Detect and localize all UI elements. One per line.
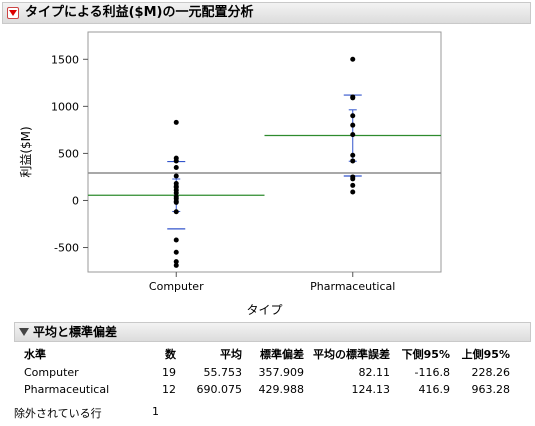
cell-upper: 228.26 bbox=[471, 366, 511, 379]
column-header: 数 bbox=[165, 348, 176, 361]
column-header: 上側95% bbox=[461, 348, 510, 361]
data-point bbox=[173, 262, 179, 268]
data-point bbox=[350, 152, 356, 158]
cell-level: Pharmaceutical bbox=[24, 383, 110, 396]
data-point bbox=[350, 189, 356, 195]
report-title: タイプによる利益($M)の一元配置分析 bbox=[25, 5, 254, 20]
data-point bbox=[350, 56, 356, 62]
x-axis-title: タイプ bbox=[246, 303, 282, 317]
excluded-rows-value: 1 bbox=[152, 405, 159, 418]
column-header: 平均 bbox=[220, 348, 242, 361]
data-point bbox=[350, 176, 356, 182]
y-tick-label: 1000 bbox=[51, 100, 79, 113]
means-std-table: 水準 数 平均 標準偏差 平均の標準誤差 下側95% 上側95% Compute… bbox=[24, 346, 510, 398]
table-row: Computer 19 55.753 357.909 82.11 -116.8 … bbox=[24, 364, 510, 381]
cell-mean: 690.075 bbox=[196, 383, 243, 396]
cell-sem: 82.11 bbox=[358, 366, 391, 379]
table-row: Pharmaceutical 12 690.075 429.988 124.13… bbox=[24, 381, 510, 398]
means-std-title: 平均と標準偏差 bbox=[33, 325, 118, 339]
data-point bbox=[173, 165, 179, 171]
cell-sem: 124.13 bbox=[351, 383, 391, 396]
data-point bbox=[350, 158, 356, 164]
column-header: 平均の標準誤差 bbox=[313, 348, 390, 361]
data-point bbox=[173, 158, 179, 164]
data-point bbox=[173, 209, 179, 215]
column-header: 標準偏差 bbox=[260, 348, 304, 361]
data-point bbox=[173, 259, 179, 265]
data-point bbox=[350, 95, 356, 101]
disclosure-triangle-icon[interactable] bbox=[19, 328, 29, 336]
data-point bbox=[173, 190, 179, 196]
y-tick-label: 1500 bbox=[51, 53, 79, 66]
cell-n: 12 bbox=[162, 383, 176, 396]
x-tick-label: Computer bbox=[149, 280, 204, 293]
cell-lower: -116.8 bbox=[414, 366, 450, 379]
column-header: 下側95% bbox=[401, 348, 450, 361]
cell-mean: 55.753 bbox=[203, 366, 243, 379]
data-point bbox=[173, 199, 179, 205]
data-point bbox=[173, 119, 179, 125]
data-point bbox=[350, 132, 356, 138]
red-triangle-menu-icon[interactable] bbox=[7, 7, 19, 19]
y-axis-title: 利益($M) bbox=[19, 126, 33, 177]
data-point bbox=[173, 249, 179, 255]
table-header-row: 水準 数 平均 標準偏差 平均の標準誤差 下側95% 上側95% bbox=[24, 346, 510, 364]
data-point bbox=[350, 113, 356, 119]
excluded-rows-label: 除外されている行 bbox=[14, 407, 102, 420]
cell-n: 19 bbox=[162, 366, 176, 379]
data-point bbox=[173, 237, 179, 243]
oneway-chart: -500 0 500 1000 1500 Computer Pharmaceutical タイ… bbox=[19, 31, 442, 317]
data-point bbox=[350, 122, 356, 128]
cell-level: Computer bbox=[24, 366, 79, 379]
x-tick-label: Pharmaceutical bbox=[310, 280, 395, 293]
cell-upper: 963.28 bbox=[471, 383, 511, 396]
cell-lower: 416.9 bbox=[418, 383, 451, 396]
means-std-header: 平均と標準偏差 bbox=[14, 322, 531, 342]
data-point bbox=[173, 173, 179, 179]
y-tick-label: 500 bbox=[58, 147, 79, 160]
cell-std: 357.909 bbox=[258, 366, 305, 379]
column-header: 水準 bbox=[24, 348, 46, 361]
cell-std: 429.988 bbox=[258, 383, 305, 396]
data-point bbox=[350, 182, 356, 188]
plot-frame bbox=[87, 31, 442, 273]
oneway-analysis-header: タイプによる利益($M)の一元配置分析 bbox=[2, 2, 531, 24]
y-tick-label: -500 bbox=[54, 242, 79, 255]
y-tick-label: 0 bbox=[72, 194, 79, 207]
